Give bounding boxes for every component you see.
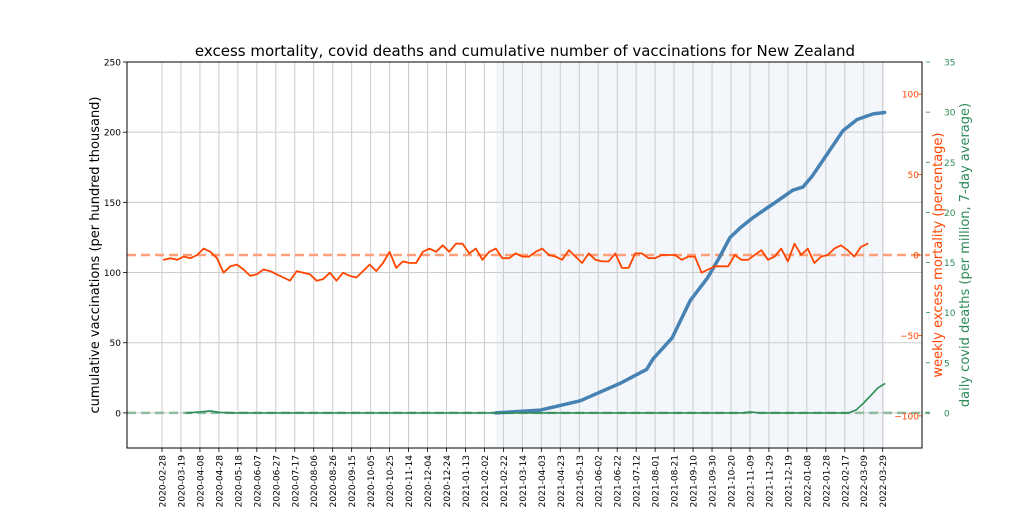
x-tick-label: 2020-04-08 — [196, 455, 206, 508]
left-tick-label: 50 — [110, 339, 122, 349]
x-tick-label: 2021-11-29 — [765, 455, 775, 508]
left-tick-label: 200 — [104, 129, 121, 139]
x-tick-label: 2020-04-28 — [215, 455, 225, 508]
x-tick-label: 2020-07-17 — [291, 455, 301, 507]
x-tick-label: 2020-10-25 — [386, 455, 396, 507]
x-tick-label: 2021-02-02 — [481, 455, 491, 507]
x-tick-label: 2020-06-07 — [253, 455, 263, 507]
x-tick-label: 2021-08-01 — [652, 455, 662, 507]
x-tick-label: 2021-04-03 — [538, 455, 548, 507]
x-tick-label: 2021-09-30 — [709, 455, 719, 508]
chart-title: excess mortality, covid deaths and cumul… — [195, 42, 855, 60]
right1-axis-label: weekly excess mortality (percentage) — [931, 133, 946, 378]
right2-tick-label: 35 — [944, 59, 955, 69]
x-tick-label: 2022-02-17 — [841, 455, 851, 507]
x-tick-label: 2020-10-05 — [367, 455, 377, 507]
plot-area: 2020-02-28 2020-03-19 2020-04-08 2020-04-28… — [104, 59, 956, 508]
x-tick-label: 2021-10-20 — [727, 455, 737, 508]
right2-tick-label: 0 — [944, 409, 950, 419]
right1-tick-label: −100 — [894, 412, 919, 422]
right2-tick-label: 30 — [944, 109, 956, 119]
right1-tick-label: −50 — [900, 332, 919, 342]
x-tick-label: 2022-01-28 — [822, 455, 832, 508]
x-tick-label: 2021-08-21 — [671, 455, 681, 507]
x-tick-label: 2022-03-29 — [879, 455, 889, 508]
x-tick-label: 2020-03-19 — [177, 455, 187, 508]
x-tick-label: 2020-11-14 — [405, 455, 415, 508]
x-tick-label: 2021-01-13 — [462, 455, 472, 507]
x-tick-label: 2020-08-06 — [310, 455, 320, 508]
x-tick-label: 2020-06-27 — [272, 455, 282, 507]
x-tick-label: 2021-07-12 — [633, 455, 643, 507]
x-tick-label: 2021-12-19 — [784, 455, 794, 508]
x-tick-label: 2020-12-24 — [443, 455, 453, 508]
x-tick-label: 2020-12-04 — [424, 455, 434, 508]
x-tick-label: 2021-05-13 — [576, 455, 586, 507]
left-tick-label: 250 — [104, 59, 121, 69]
x-tick-label: 2020-05-18 — [234, 455, 244, 508]
left-tick-label: 150 — [104, 199, 121, 209]
x-tick-label: 2021-06-22 — [614, 455, 624, 507]
left-tick-label: 0 — [115, 409, 121, 419]
x-tick-label: 2020-02-28 — [159, 455, 169, 508]
x-tick-label: 2022-03-09 — [860, 455, 870, 508]
right1-tick-label: 100 — [902, 91, 919, 101]
right1-tick-label: 50 — [908, 171, 920, 181]
x-tick-label: 2021-06-02 — [595, 455, 605, 507]
x-tick-label: 2021-09-10 — [690, 455, 700, 508]
x-tick-label: 2020-09-15 — [348, 455, 358, 507]
x-tick-label: 2022-01-08 — [803, 455, 813, 508]
x-tick-label: 2021-03-14 — [519, 455, 529, 508]
x-tick-label: 2020-08-26 — [329, 455, 339, 508]
right2-axis-label: daily covid deaths (per million, 7-day a… — [958, 103, 973, 407]
x-tick-label: 2021-02-22 — [500, 455, 510, 507]
right1-tick-label: 0 — [913, 252, 919, 262]
left-axis-label: cumulative vaccinations (per hundred tho… — [88, 96, 103, 413]
x-tick-label: 2021-04-23 — [557, 455, 567, 507]
x-tick-label: 2021-11-09 — [746, 455, 756, 508]
left-tick-label: 100 — [104, 269, 121, 279]
